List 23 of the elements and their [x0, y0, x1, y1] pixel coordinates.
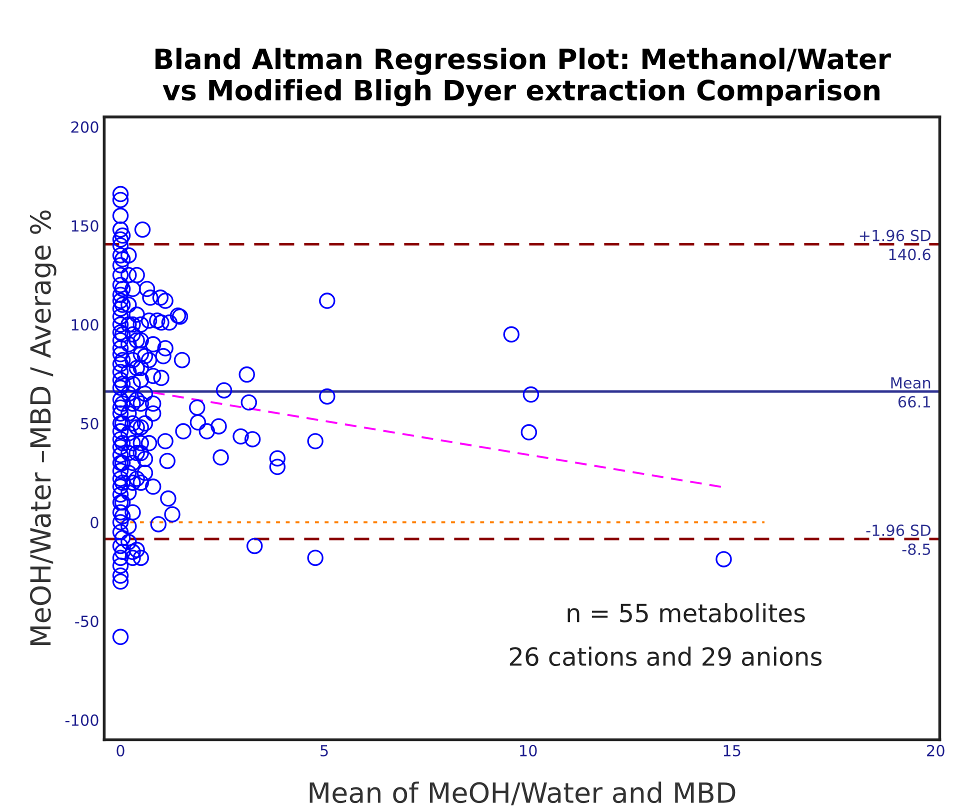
y-tick-label: 0	[90, 516, 98, 528]
y-tick-label: 150	[72, 220, 98, 232]
annotation: 26 cations and 29 anions	[510, 646, 822, 666]
x-tick-label: 20	[927, 744, 944, 756]
y-tick-label: -100	[65, 714, 98, 726]
y-tick-label: -50	[75, 616, 98, 628]
y-tick-label: 200	[71, 121, 98, 133]
ref-line-label: -1.96 SD	[866, 524, 930, 536]
chart-title: Bland Altman Regression Plot: Methanol/Water vs Modified Bligh Dyer extraction Comparison	[156, 48, 891, 106]
annotation: n = 55 metabolites	[568, 603, 805, 622]
annotation: 140.6	[889, 248, 930, 260]
y-tick-label: 100	[72, 318, 98, 331]
y-tick-label: 50	[81, 418, 98, 430]
annotation: -8.5	[902, 543, 930, 556]
y-axis-title: MeOH/Water –MBD / Average %	[30, 210, 56, 645]
ref-line-label: Mean	[891, 377, 930, 389]
x-tick-label: 10	[520, 744, 537, 756]
x-tick-label: 15	[724, 745, 740, 756]
x-tick-label: 5	[320, 745, 328, 756]
annotation: 66.1	[898, 396, 930, 408]
ref-line-label: +1.96 SD	[860, 230, 930, 242]
x-axis-title: Mean of MeOH/Water and MBD	[310, 782, 736, 806]
x-tick-label: 0	[116, 744, 124, 756]
